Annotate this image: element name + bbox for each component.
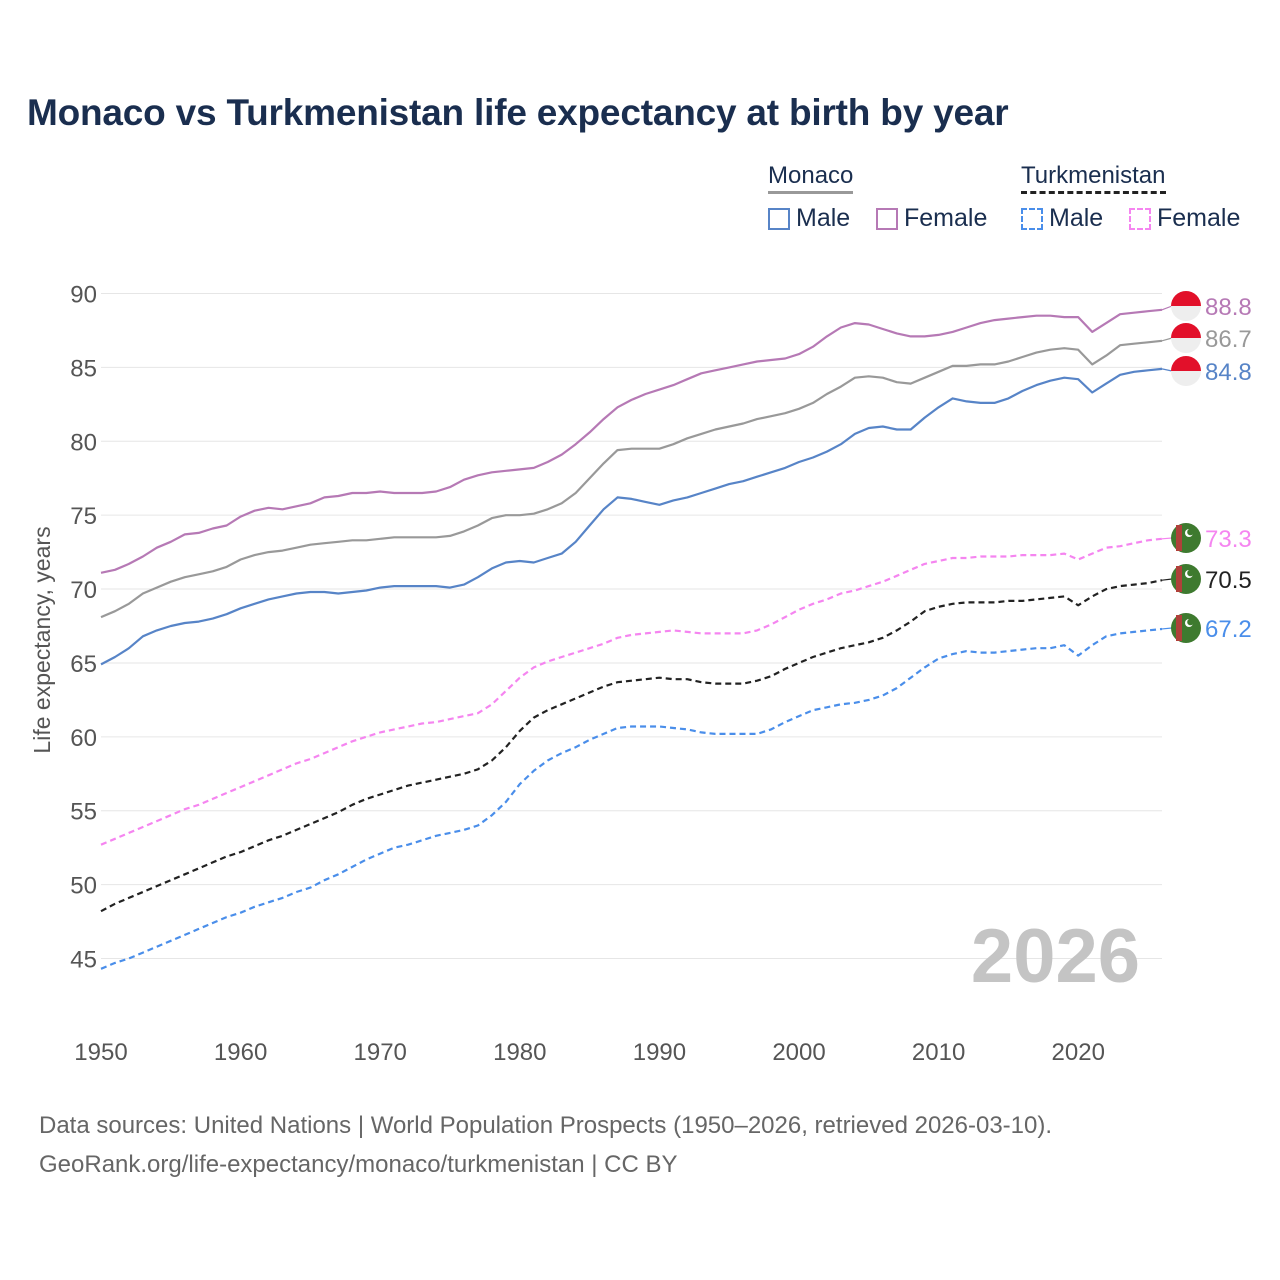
legend-monaco-male-label: Male [796,204,851,232]
monaco-flag-icon [1171,291,1201,321]
series-end-label: 88.8 [1205,294,1252,321]
x-tick-label: 2010 [912,1039,965,1066]
turkmenistan-flag-icon [1171,523,1201,553]
monaco-flag-icon [1171,356,1201,386]
source-note: Data sources: United Nations | World Pop… [39,1106,1052,1184]
flag-red-half [1171,323,1201,338]
line-chart: 45 50 55 60 65 70 75 80 85 90 1950 1960 1970 1980 199… [29,282,1252,1067]
y-tick-label: 65 [70,651,97,678]
turkmenistan-flag-icon [1171,613,1201,643]
gridlines [101,293,1162,959]
y-tick-label: 85 [70,355,97,382]
y-tick-label: 60 [70,725,97,752]
flag-bg [1171,613,1201,643]
end-connector [1161,305,1173,311]
series-end-label: 70.5 [1205,567,1252,594]
legend-turkmenistan-female[interactable]: Female [1129,204,1240,233]
y-axis-ticks: 45 50 55 60 65 70 75 80 85 90 [70,282,97,974]
x-tick-label: 1970 [354,1039,407,1066]
series-line [100,367,1163,666]
legend-monaco-label: Monaco [768,162,854,189]
end-connector [1161,337,1173,342]
legend-swatch-monaco-female [876,207,898,230]
y-tick-label: 45 [70,947,97,974]
y-tick-label: 50 [70,873,97,900]
series-end-markers: 88.8 86.7 84.8 73.3 70.5 67.2 [1161,291,1252,643]
series-lines [100,308,1163,970]
x-tick-label: 1960 [214,1039,267,1066]
series-end-label: 73.3 [1205,526,1252,553]
y-tick-label: 55 [70,799,97,826]
flag-red-half [1171,291,1201,306]
series-end-label: 67.2 [1205,616,1252,643]
legend-monaco-male[interactable]: Male [768,204,850,233]
series-line [100,537,1163,846]
x-tick-label: 2020 [1052,1039,1105,1066]
flag-red-half [1171,356,1201,371]
x-tick-label: 1980 [493,1039,546,1066]
legend-monaco-line [768,191,854,194]
legend-turkmenistan-female-label: Female [1157,204,1241,232]
end-connector [1161,368,1173,372]
y-tick-label: 80 [70,429,97,456]
legend-turkmenistan-title: Turkmenistan [1021,162,1166,194]
end-connector [1161,627,1173,630]
legend-monaco-title: Monaco [768,162,854,194]
monaco-flag-icon [1171,323,1201,353]
legend-swatch-monaco-male [768,207,790,230]
legend-swatch-turkmenistan-female [1129,207,1151,230]
legend-turkmenistan-male-label: Male [1049,204,1104,232]
legend-swatch-turkmenistan-male [1021,207,1043,230]
end-connector [1161,537,1173,540]
x-tick-label: 2000 [772,1039,825,1066]
series-end-label: 84.8 [1205,359,1252,386]
legend-turkmenistan-male[interactable]: Male [1021,204,1103,233]
x-tick-label: 1990 [633,1039,686,1066]
series-line [100,579,1163,913]
flag-crescent-cut [1187,528,1194,536]
flag-bg [1171,564,1201,594]
flag-carpet-stripe [1176,566,1182,592]
chart-title: Monaco vs Turkmenistan life expectancy a… [27,92,1009,133]
series-line [100,308,1163,574]
flag-crescent-cut [1187,618,1194,626]
x-axis-ticks: 1950 1960 1970 1980 1990 2000 2010 2020 [74,1039,1105,1066]
y-axis-label: Life expectancy, years [29,526,55,753]
series-line [100,339,1163,619]
y-tick-label: 75 [70,503,97,530]
source-line-2[interactable]: GeoRank.org/life-expectancy/monaco/turkm… [39,1151,678,1178]
flag-crescent-cut [1187,569,1194,577]
y-tick-label: 90 [70,282,97,309]
flag-bg [1171,523,1201,553]
x-tick-label: 1950 [74,1039,127,1066]
legend-monaco-female[interactable]: Female [876,204,987,233]
legend-monaco-female-label: Female [904,204,988,232]
legend-turkmenistan-label: Turkmenistan [1021,162,1166,189]
end-connector [1161,578,1173,581]
legend-turkmenistan-line [1021,191,1166,194]
flag-carpet-stripe [1176,615,1182,641]
current-year-label: 2026 [971,914,1140,999]
flag-carpet-stripe [1176,525,1182,551]
turkmenistan-flag-icon [1171,564,1201,594]
y-tick-label: 70 [70,577,97,604]
source-line-1: Data sources: United Nations | World Pop… [39,1112,1053,1139]
series-line [100,627,1163,970]
series-end-label: 86.7 [1205,326,1252,353]
